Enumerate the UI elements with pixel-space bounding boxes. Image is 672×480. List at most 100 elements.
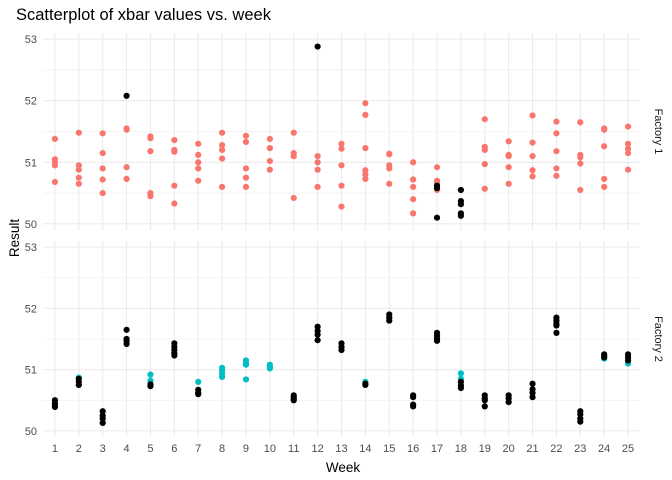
x-tick-label: 25 bbox=[622, 443, 634, 455]
data-point bbox=[195, 378, 202, 385]
data-point bbox=[624, 149, 632, 157]
x-tick-label: 5 bbox=[147, 443, 153, 455]
data-point bbox=[553, 130, 560, 137]
data-point bbox=[171, 148, 178, 155]
flagged-data-point bbox=[481, 397, 488, 404]
flagged-data-point bbox=[362, 381, 369, 389]
data-point bbox=[242, 376, 250, 383]
chart-title: Scatterplot of xbar values vs. week bbox=[16, 6, 272, 24]
data-point bbox=[577, 186, 584, 194]
flagged-data-point bbox=[529, 380, 536, 387]
data-point bbox=[242, 361, 250, 368]
data-point bbox=[362, 145, 369, 152]
data-point bbox=[219, 155, 226, 162]
data-point bbox=[195, 165, 202, 172]
data-point bbox=[314, 166, 321, 173]
x-tick-label: 10 bbox=[264, 443, 276, 455]
x-tick-label: 14 bbox=[359, 443, 371, 455]
data-point bbox=[290, 129, 297, 136]
data-point bbox=[171, 137, 178, 144]
data-point bbox=[362, 171, 369, 178]
data-point bbox=[481, 161, 488, 168]
data-point bbox=[362, 111, 369, 118]
data-point bbox=[123, 126, 130, 133]
x-tick-label: 6 bbox=[171, 443, 177, 455]
data-point bbox=[266, 145, 273, 152]
data-point bbox=[147, 371, 154, 378]
data-point bbox=[266, 166, 273, 173]
flagged-data-point bbox=[171, 352, 178, 359]
x-tick-label: 8 bbox=[219, 443, 225, 455]
x-tick-label: 19 bbox=[479, 443, 491, 455]
flagged-data-point bbox=[314, 323, 321, 330]
data-point bbox=[529, 139, 536, 146]
flagged-data-point bbox=[410, 394, 417, 401]
y-tick-label: 50 bbox=[25, 219, 37, 231]
flagged-data-point bbox=[75, 381, 82, 389]
flagged-data-point bbox=[123, 326, 130, 333]
data-point bbox=[171, 182, 178, 189]
data-point bbox=[242, 138, 250, 146]
data-point bbox=[529, 153, 536, 160]
flagged-data-point bbox=[457, 212, 464, 219]
data-point bbox=[529, 173, 536, 180]
flagged-data-point bbox=[505, 398, 512, 406]
y-tick-label: 50 bbox=[25, 426, 37, 438]
flagged-data-point bbox=[99, 408, 106, 415]
data-point bbox=[219, 146, 226, 154]
data-point bbox=[505, 153, 512, 160]
y-axis-title: Result bbox=[7, 219, 22, 258]
data-point bbox=[51, 178, 59, 186]
data-point bbox=[99, 130, 106, 137]
flagged-data-point bbox=[433, 337, 441, 344]
data-point bbox=[338, 162, 345, 169]
flagged-data-point bbox=[314, 331, 321, 338]
flagged-data-point bbox=[577, 418, 584, 425]
data-point bbox=[123, 175, 130, 183]
x-tick-label: 9 bbox=[243, 443, 249, 455]
data-point bbox=[75, 162, 82, 169]
data-point bbox=[601, 175, 608, 183]
flagged-data-point bbox=[410, 403, 417, 410]
x-tick-label: 7 bbox=[195, 443, 201, 455]
flagged-data-point bbox=[314, 43, 321, 50]
data-point bbox=[481, 116, 488, 123]
flagged-data-point bbox=[457, 186, 464, 194]
data-point bbox=[99, 176, 106, 183]
flagged-data-point bbox=[290, 397, 297, 404]
data-point bbox=[195, 151, 202, 158]
data-point bbox=[433, 164, 441, 171]
data-point bbox=[553, 118, 560, 125]
data-point bbox=[99, 165, 106, 172]
data-point bbox=[147, 148, 154, 155]
data-point bbox=[219, 141, 226, 149]
flagged-data-point bbox=[529, 394, 536, 401]
y-tick-label: 52 bbox=[25, 96, 37, 108]
flagged-data-point bbox=[529, 389, 536, 396]
y-tick-label: 52 bbox=[25, 303, 37, 315]
data-point bbox=[219, 183, 226, 191]
facet-panel: 50 51 52 53 Factory 2 bbox=[25, 241, 664, 438]
data-point bbox=[410, 196, 417, 203]
data-point bbox=[314, 159, 321, 166]
y-tick-label: 51 bbox=[25, 157, 37, 169]
flagged-data-point bbox=[147, 383, 154, 390]
data-point bbox=[410, 183, 417, 191]
x-tick-label: 12 bbox=[311, 443, 323, 455]
data-point bbox=[386, 165, 393, 172]
data-point bbox=[75, 180, 82, 187]
data-point bbox=[577, 160, 584, 167]
facet-panel: 50 51 52 53 Factory 1 bbox=[25, 33, 664, 231]
data-point bbox=[99, 149, 106, 157]
data-point bbox=[410, 176, 417, 183]
x-tick-label: 21 bbox=[526, 443, 538, 455]
data-point bbox=[577, 119, 584, 126]
facet-strip-label: Factory 1 bbox=[652, 109, 664, 155]
flagged-data-point bbox=[624, 357, 632, 364]
data-point bbox=[266, 135, 273, 142]
data-point bbox=[362, 175, 369, 183]
flagged-data-point bbox=[601, 354, 608, 361]
x-axis-title: Week bbox=[326, 460, 361, 475]
data-point bbox=[624, 140, 632, 147]
